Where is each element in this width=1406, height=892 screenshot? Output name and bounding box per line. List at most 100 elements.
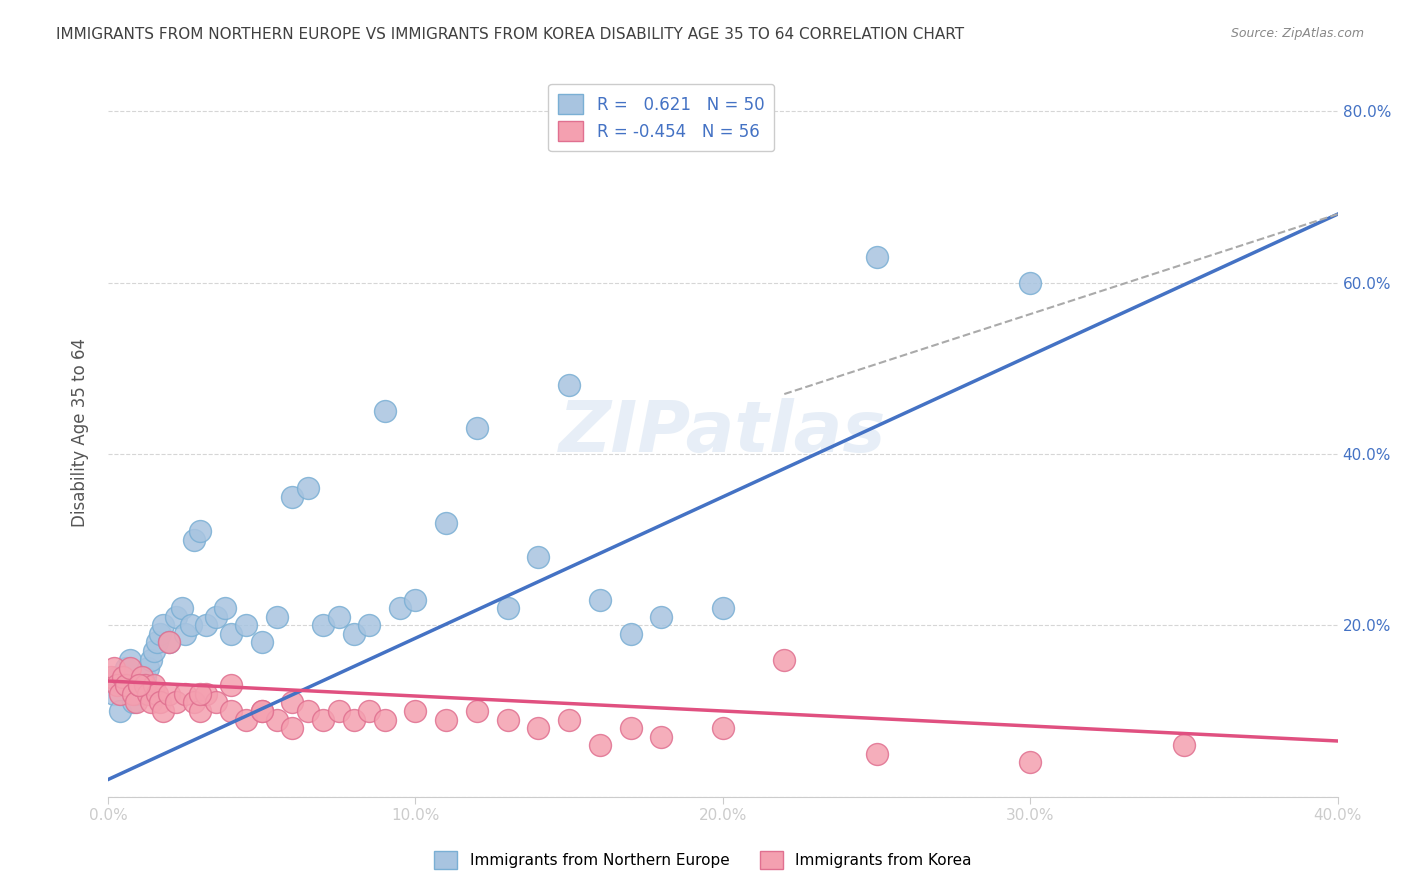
Point <box>374 404 396 418</box>
Point <box>359 618 381 632</box>
Point <box>121 687 143 701</box>
Point <box>297 481 319 495</box>
Point <box>165 609 187 624</box>
Point <box>188 687 211 701</box>
Legend: Immigrants from Northern Europe, Immigrants from Korea: Immigrants from Northern Europe, Immigra… <box>429 845 977 875</box>
Point <box>773 652 796 666</box>
Point <box>170 601 193 615</box>
Point <box>118 652 141 666</box>
Point <box>266 609 288 624</box>
Point <box>281 721 304 735</box>
Point <box>180 618 202 632</box>
Point <box>131 670 153 684</box>
Point <box>146 687 169 701</box>
Point <box>250 704 273 718</box>
Point <box>266 713 288 727</box>
Point <box>619 721 641 735</box>
Point <box>434 516 457 530</box>
Y-axis label: Disability Age 35 to 64: Disability Age 35 to 64 <box>72 338 89 527</box>
Text: ZIPatlas: ZIPatlas <box>560 398 887 467</box>
Point <box>110 687 132 701</box>
Point <box>124 695 146 709</box>
Point <box>139 652 162 666</box>
Point <box>297 704 319 718</box>
Point <box>650 730 672 744</box>
Point <box>343 713 366 727</box>
Point <box>112 670 135 684</box>
Point <box>465 421 488 435</box>
Point <box>250 704 273 718</box>
Point <box>149 627 172 641</box>
Point <box>134 670 156 684</box>
Point <box>165 695 187 709</box>
Point <box>527 721 550 735</box>
Point <box>134 678 156 692</box>
Point <box>103 687 125 701</box>
Point <box>281 490 304 504</box>
Point <box>136 661 159 675</box>
Point <box>149 695 172 709</box>
Point <box>143 678 166 692</box>
Point <box>389 601 412 615</box>
Point <box>159 635 181 649</box>
Point <box>128 678 150 692</box>
Point <box>103 661 125 675</box>
Point <box>1173 739 1195 753</box>
Point <box>434 713 457 727</box>
Point <box>404 704 426 718</box>
Point <box>143 644 166 658</box>
Point <box>183 695 205 709</box>
Point <box>219 627 242 641</box>
Point <box>1019 276 1042 290</box>
Point <box>183 533 205 547</box>
Point <box>115 661 138 675</box>
Point <box>105 678 128 692</box>
Point <box>404 592 426 607</box>
Point <box>195 687 218 701</box>
Point <box>110 704 132 718</box>
Point <box>214 601 236 615</box>
Text: IMMIGRANTS FROM NORTHERN EUROPE VS IMMIGRANTS FROM KOREA DISABILITY AGE 35 TO 64: IMMIGRANTS FROM NORTHERN EUROPE VS IMMIG… <box>56 27 965 42</box>
Point <box>235 713 257 727</box>
Point <box>465 704 488 718</box>
Point <box>195 618 218 632</box>
Point <box>112 678 135 692</box>
Point <box>219 704 242 718</box>
Point <box>281 695 304 709</box>
Point <box>105 670 128 684</box>
Point <box>312 713 335 727</box>
Point <box>204 609 226 624</box>
Point <box>159 635 181 649</box>
Point <box>711 721 734 735</box>
Point <box>328 609 350 624</box>
Point <box>124 687 146 701</box>
Point <box>139 695 162 709</box>
Point <box>136 687 159 701</box>
Point <box>128 678 150 692</box>
Point <box>865 747 887 761</box>
Point <box>865 250 887 264</box>
Point <box>558 378 581 392</box>
Point <box>128 678 150 692</box>
Point <box>250 635 273 649</box>
Point <box>527 549 550 564</box>
Point <box>100 670 122 684</box>
Point <box>235 618 257 632</box>
Point <box>188 524 211 538</box>
Point <box>374 713 396 727</box>
Point <box>1019 756 1042 770</box>
Point <box>173 627 195 641</box>
Point <box>118 661 141 675</box>
Point <box>711 601 734 615</box>
Point <box>343 627 366 641</box>
Point <box>188 704 211 718</box>
Point <box>159 687 181 701</box>
Point <box>204 695 226 709</box>
Point <box>152 618 174 632</box>
Point <box>496 601 519 615</box>
Point <box>650 609 672 624</box>
Legend: R =   0.621   N = 50, R = -0.454   N = 56: R = 0.621 N = 50, R = -0.454 N = 56 <box>548 84 775 152</box>
Point <box>619 627 641 641</box>
Point <box>328 704 350 718</box>
Point <box>115 678 138 692</box>
